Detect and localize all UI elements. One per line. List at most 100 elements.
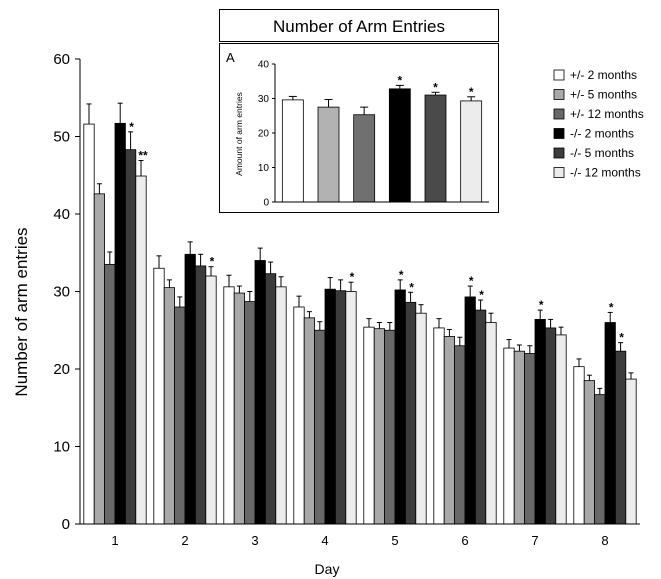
y-tick-label: 20	[53, 361, 70, 378]
bar	[615, 350, 627, 525]
significance-marker: *	[129, 120, 134, 134]
bar	[264, 273, 277, 525]
inset-y-tick-label: 40	[258, 60, 270, 71]
bar	[194, 265, 207, 525]
inset-bar	[424, 94, 447, 203]
legend-label: +/- 12 months	[570, 107, 644, 121]
inset-bar	[281, 99, 304, 203]
bar	[184, 253, 196, 525]
bar	[153, 267, 165, 525]
inset-y-axis-title: Amount of arm entries	[234, 92, 244, 176]
x-tick-label: 7	[531, 533, 538, 548]
y-tick-label: 40	[53, 206, 70, 223]
inset-bar	[460, 100, 483, 203]
panel-label: A	[226, 50, 235, 65]
bar	[384, 329, 396, 525]
bar	[373, 328, 386, 525]
significance-marker: *	[609, 300, 614, 314]
inset-y-tick-label: 10	[258, 163, 270, 174]
inset-y-axis: 0 10 20 30 40	[258, 60, 489, 209]
y-tick-label: 60	[53, 51, 70, 68]
inset-y-tick-label: 0	[263, 198, 269, 209]
legend-label: -/- 12 months	[570, 166, 641, 180]
bar	[454, 345, 466, 525]
bar	[135, 175, 147, 525]
bar	[415, 312, 427, 525]
x-axis: 1 2 3 4 5 6 7 8	[80, 523, 640, 548]
bar	[324, 288, 336, 525]
inset-title-box	[219, 9, 499, 42]
y-tick-label: 30	[53, 284, 70, 301]
significance-marker: *	[409, 280, 414, 294]
bar	[114, 122, 126, 525]
bar	[93, 193, 105, 525]
bar	[594, 394, 606, 525]
legend-swatch	[553, 147, 565, 159]
inset-bars-group: * * *	[281, 73, 483, 203]
inset-bar	[353, 114, 376, 203]
bar	[404, 301, 417, 525]
significance-marker: *	[619, 331, 624, 345]
legend-label: +/- 2 months	[570, 68, 637, 82]
significance-marker: *	[539, 298, 544, 312]
bar	[205, 275, 217, 525]
bar	[534, 318, 546, 525]
significance-marker: *	[350, 270, 355, 284]
bar	[524, 353, 536, 525]
y-axis-title: Number of arm entries	[12, 227, 31, 396]
bar	[314, 329, 326, 525]
bar	[433, 327, 445, 525]
bar	[275, 286, 287, 525]
significance-marker: *	[479, 288, 484, 302]
inset-significance-marker: *	[397, 73, 402, 87]
inset-significance-marker: *	[469, 85, 474, 99]
inset-y-tick-label: 20	[258, 129, 270, 140]
bar	[334, 290, 347, 525]
bar	[303, 317, 316, 525]
legend-swatch	[553, 128, 565, 139]
bar	[545, 327, 557, 525]
bar	[363, 326, 375, 525]
inset-significance-marker: *	[433, 80, 438, 94]
bar	[513, 350, 526, 525]
legend-swatch	[553, 167, 565, 178]
bar	[625, 378, 637, 525]
bar	[293, 306, 305, 525]
legend: +/- 2 months +/- 5 months +/- 12 months -/-…	[553, 68, 644, 180]
x-tick-label: 2	[181, 533, 188, 548]
inset-bar	[388, 88, 411, 203]
bar	[163, 287, 175, 525]
y-tick-label: 0	[62, 516, 70, 533]
bar	[345, 291, 357, 525]
bar	[233, 292, 245, 525]
bar	[174, 306, 186, 525]
x-tick-label: 5	[391, 533, 398, 548]
bar	[125, 149, 137, 525]
x-axis-title: Day	[315, 561, 340, 577]
legend-swatch	[553, 89, 565, 100]
significance-marker: *	[469, 274, 474, 288]
legend-label: +/- 5 months	[570, 88, 637, 102]
bar	[244, 301, 256, 525]
inset-title-box-svg: Number of Arm Entries	[219, 9, 499, 42]
bar	[583, 380, 596, 525]
bar	[464, 296, 476, 525]
significance-marker: *	[210, 255, 215, 269]
significance-marker: **	[138, 149, 148, 163]
bar	[223, 286, 235, 525]
bar	[394, 289, 406, 525]
inset-bar-chart: A Amount of arm entries * * * 0 10 20 30 40	[219, 43, 499, 213]
bar	[503, 347, 515, 525]
y-tick-label: 50	[53, 129, 70, 146]
significance-marker: *	[399, 268, 404, 282]
bar	[555, 334, 567, 525]
main-bars-group: ***** ** *** **	[83, 102, 637, 525]
x-tick-label: 6	[461, 533, 468, 548]
legend-swatch	[553, 69, 565, 81]
bar	[604, 322, 616, 525]
inset-title: Number of Arm Entries	[273, 17, 445, 36]
inset-bar	[317, 106, 340, 203]
legend-swatch	[553, 108, 565, 120]
bar	[443, 336, 456, 525]
